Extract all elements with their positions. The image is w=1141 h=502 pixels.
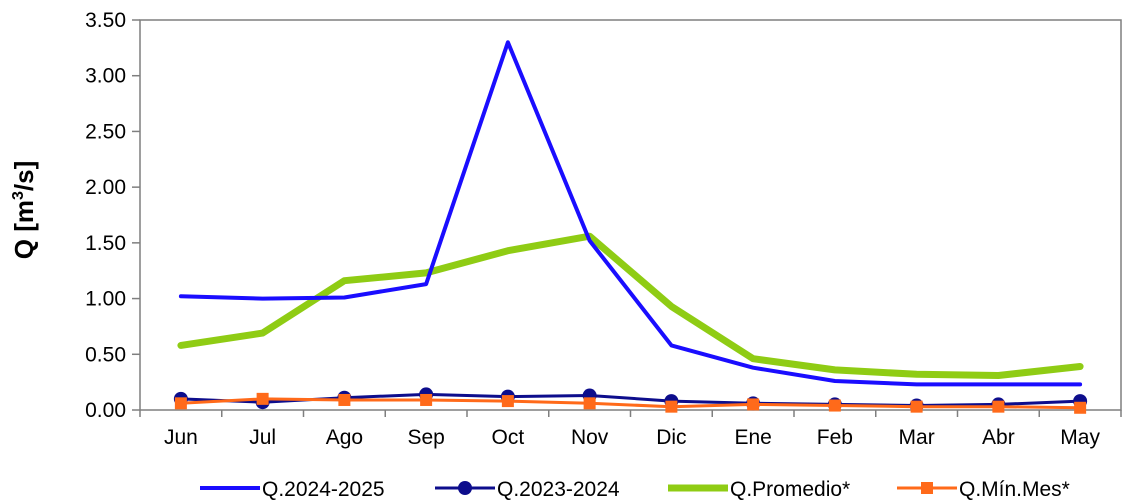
- x-tick-label: May: [1060, 426, 1100, 449]
- legend-label: Q.2023-2024: [497, 478, 620, 501]
- data-point: [992, 400, 1005, 413]
- y-tick-label: 2.00: [85, 176, 126, 199]
- x-tick-label: Mar: [899, 426, 935, 449]
- legend-item: Q.Mín.Mes*: [897, 478, 1070, 501]
- x-tick-label: Nov: [571, 426, 609, 449]
- data-point: [747, 398, 760, 411]
- x-tick-label: Dic: [656, 426, 686, 449]
- legend-item: Q.2024-2025: [200, 478, 385, 501]
- legend-item: Q.Promedio*: [668, 478, 850, 501]
- series-2: [177, 232, 1084, 379]
- y-axis-label-sup: 3: [10, 191, 27, 200]
- series-0: [178, 40, 1083, 387]
- y-tick-label: 3.50: [85, 9, 126, 32]
- data-point: [256, 392, 269, 405]
- x-tick-label: Abr: [982, 426, 1015, 449]
- series-line: [179, 397, 1082, 410]
- data-point: [501, 395, 514, 408]
- data-point: [828, 399, 841, 412]
- data-point: [665, 400, 678, 413]
- series-line: [177, 232, 1084, 379]
- legend-item: Q.2023-2024: [435, 478, 620, 501]
- x-tick-label: Ago: [326, 426, 363, 449]
- x-tick-label: Feb: [817, 426, 853, 449]
- y-tick-label: 1.50: [85, 232, 126, 255]
- data-point: [910, 400, 923, 413]
- legend-marker: [458, 481, 472, 495]
- data-point: [420, 393, 433, 406]
- series-line: [178, 40, 1083, 387]
- x-tick-label: Oct: [492, 426, 525, 449]
- x-tick-label: Sep: [407, 426, 444, 449]
- y-tick-label: 0.50: [85, 343, 126, 366]
- y-tick-label: 1.00: [85, 288, 126, 311]
- data-point: [338, 393, 351, 406]
- legend-marker: [921, 482, 933, 494]
- legend-label: Q.2024-2025: [262, 478, 385, 501]
- x-tick-label: Jul: [249, 426, 276, 449]
- svg-text:Q [m3/s]: Q [m3/s]: [9, 161, 39, 259]
- y-axis-label-main: Q [m: [9, 200, 39, 259]
- series-3: [174, 392, 1087, 414]
- y-axis-label-tail: /s]: [9, 161, 39, 191]
- y-tick-label: 3.00: [85, 65, 126, 88]
- x-tick-label: Jun: [164, 426, 198, 449]
- x-tick-label: Ene: [734, 426, 771, 449]
- y-tick-label: 0.00: [85, 399, 126, 422]
- legend-label: Q.Mín.Mes*: [959, 478, 1070, 501]
- data-point: [583, 397, 596, 410]
- data-point: [1074, 401, 1087, 414]
- data-point: [174, 397, 187, 410]
- legend-label: Q.Promedio*: [730, 478, 850, 501]
- y-axis-label: Q [m3/s]: [9, 161, 39, 259]
- y-tick-label: 2.50: [85, 120, 126, 143]
- plot-area: [139, 19, 1122, 411]
